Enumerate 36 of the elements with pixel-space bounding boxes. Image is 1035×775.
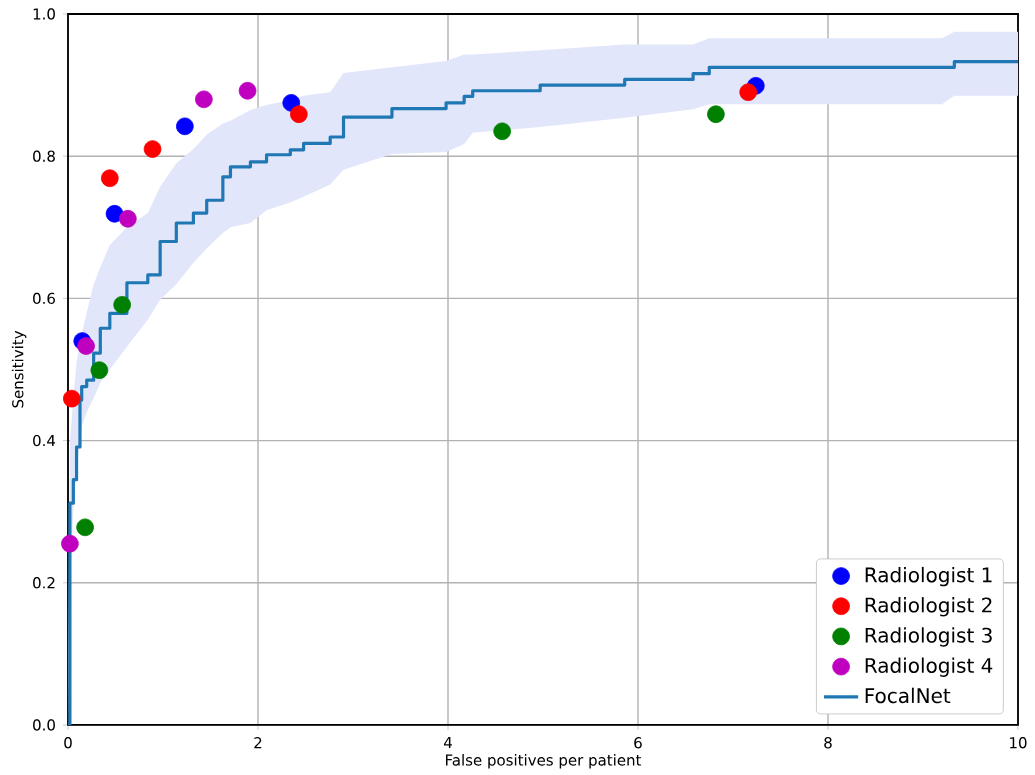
legend-label: Radiologist 4 [865, 657, 993, 677]
y-tick-label: 1.0 [33, 8, 55, 20]
y-tick-label: 0.6 [33, 292, 55, 304]
point [143, 140, 162, 158]
point [63, 389, 81, 408]
legend-label: Radiologist 2 [865, 596, 992, 617]
x-axis-title: False positives per patient [446, 753, 642, 769]
x-tick-label: 2 [254, 736, 262, 749]
point [238, 81, 257, 100]
point [707, 105, 725, 123]
x-tick-label: 4 [443, 736, 452, 748]
legend-label: Radiologist 1 [865, 566, 992, 587]
point [113, 295, 131, 314]
y-tick-label: 0.4 [33, 434, 56, 447]
y-tick-label: 0.2 [33, 576, 55, 589]
legend-label: FocalNet [865, 687, 951, 704]
point [290, 105, 308, 123]
point [493, 122, 511, 140]
point [195, 90, 213, 108]
y-axis-title: Sensitivity [11, 330, 27, 408]
point [77, 337, 95, 355]
x-tick-label: 0 [64, 736, 72, 749]
point [739, 83, 757, 101]
point [101, 169, 119, 187]
point [61, 534, 79, 553]
point [176, 117, 194, 135]
point [76, 518, 94, 536]
x-tick-label: 10 [1010, 736, 1027, 749]
legend-label: Radiologist 3 [865, 627, 992, 647]
point [119, 209, 137, 228]
point [90, 361, 109, 379]
point [105, 204, 124, 223]
x-tick-label: 6 [634, 736, 642, 749]
y-tick-label: 0.8 [33, 150, 55, 162]
y-tick-label: 0.0 [33, 719, 55, 731]
x-tick-label: 8 [824, 736, 832, 749]
